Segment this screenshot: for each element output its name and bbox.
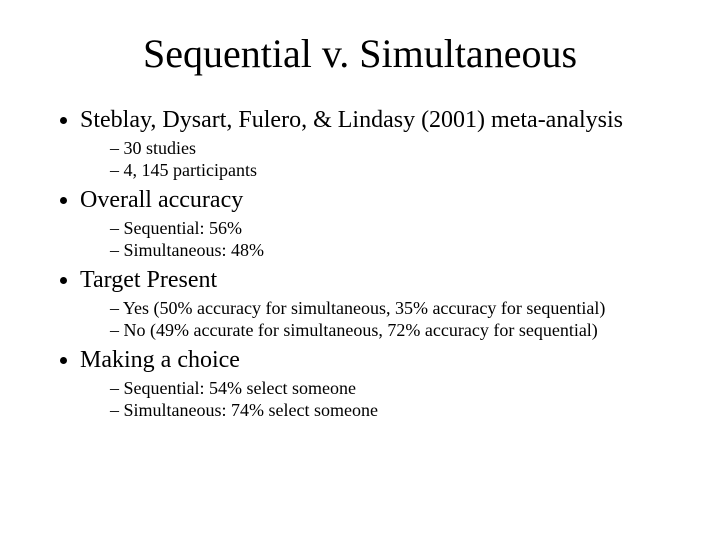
- sub-list: 30 studies 4, 145 participants: [80, 138, 680, 181]
- sub-item: No (49% accurate for simultaneous, 72% a…: [110, 320, 680, 341]
- list-item: Overall accuracy Sequential: 56% Simulta…: [80, 187, 680, 261]
- sub-list: Sequential: 54% select someone Simultane…: [80, 378, 680, 421]
- sub-item: Sequential: 54% select someone: [110, 378, 680, 399]
- bullet-text: Target Present: [80, 267, 217, 293]
- slide: Sequential v. Simultaneous Steblay, Dysa…: [0, 0, 720, 540]
- sub-item: Yes (50% accuracy for simultaneous, 35% …: [110, 298, 680, 319]
- bullet-text: Making a choice: [80, 347, 240, 373]
- list-item: Steblay, Dysart, Fulero, & Lindasy (2001…: [80, 107, 680, 181]
- bullet-text: Steblay, Dysart, Fulero, & Lindasy (2001…: [80, 107, 623, 133]
- sub-item: Simultaneous: 48%: [110, 240, 680, 261]
- sub-item: Simultaneous: 74% select someone: [110, 400, 680, 421]
- sub-list: Yes (50% accuracy for simultaneous, 35% …: [80, 298, 680, 341]
- list-item: Making a choice Sequential: 54% select s…: [80, 347, 680, 421]
- sub-list: Sequential: 56% Simultaneous: 48%: [80, 218, 680, 261]
- list-item: Target Present Yes (50% accuracy for sim…: [80, 267, 680, 341]
- sub-item: Sequential: 56%: [110, 218, 680, 239]
- sub-item: 4, 145 participants: [110, 160, 680, 181]
- sub-item: 30 studies: [110, 138, 680, 159]
- bullet-text: Overall accuracy: [80, 187, 243, 213]
- slide-title: Sequential v. Simultaneous: [40, 30, 680, 77]
- bullet-list: Steblay, Dysart, Fulero, & Lindasy (2001…: [40, 107, 680, 421]
